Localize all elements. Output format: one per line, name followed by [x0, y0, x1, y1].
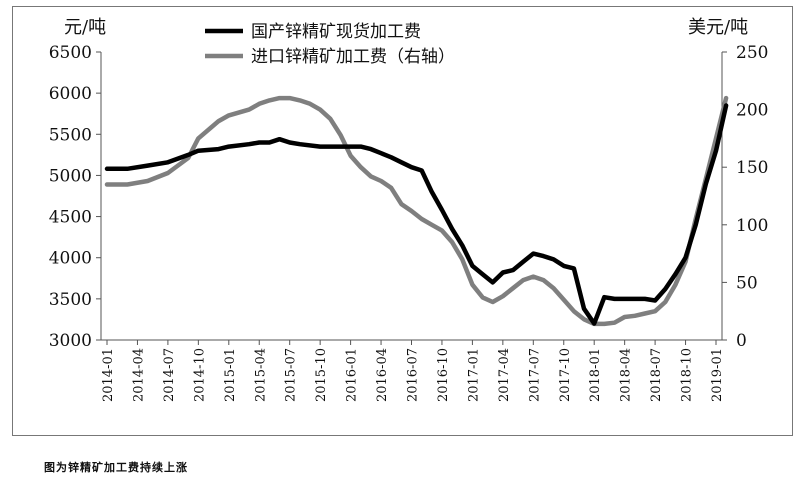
left-axis-tick-label: 5000 — [49, 166, 92, 186]
series-line-domestic — [104, 103, 729, 326]
x-axis-tick-label: 2014-10 — [192, 348, 207, 402]
x-axis-tick-label: 2015-10 — [314, 348, 329, 402]
axes-group: 3000 3500 4000 4500 5000 5500 6000 6500 0 50 100 15… — [49, 43, 769, 402]
x-axis-tick-label: 2015-07 — [284, 348, 299, 402]
x-axis-tick-label: 2017-01 — [466, 348, 481, 402]
figure-caption: 图为锌精矿加工费持续上涨 — [44, 461, 188, 474]
x-axis-tick-label: 2018-07 — [649, 348, 664, 402]
x-axis-tick-label: 2017-04 — [497, 348, 512, 402]
left-axis-tick-label: 5500 — [49, 125, 92, 145]
left-axis-tick-label: 6500 — [49, 43, 92, 63]
legend-label-domestic: 国产锌精矿现货加工费 — [251, 22, 421, 42]
left-axis-tick-label: 6000 — [49, 84, 92, 104]
x-axis-tick-label: 2019-01 — [710, 348, 725, 402]
right-axis-tick-label: 100 — [736, 216, 768, 236]
left-axis-tick-label: 3000 — [49, 331, 92, 351]
chart-frame — [12, 6, 793, 436]
legend-label-import: 进口锌精矿加工费（右轴） — [251, 47, 455, 67]
x-axis-tick-label: 2017-10 — [558, 348, 573, 402]
right-axis-tick-label: 0 — [736, 331, 747, 351]
right-axis-tick-label: 150 — [736, 158, 768, 178]
right-axis-tick-label: 250 — [736, 43, 768, 63]
x-axis-tick-label: 2016-10 — [436, 348, 451, 402]
x-axis-tick-label: 2014-01 — [101, 348, 116, 402]
left-axis-unit-label: 元/吨 — [64, 17, 106, 38]
series-line-import — [104, 95, 729, 327]
x-axis-tick-label: 2017-07 — [527, 348, 542, 402]
x-axis-tick-label: 2015-04 — [253, 348, 268, 402]
right-axis-tick-label: 200 — [736, 101, 768, 121]
series-group — [104, 95, 729, 327]
left-axis-tick-label: 4500 — [49, 208, 92, 228]
x-axis-tick-label: 2018-01 — [588, 348, 603, 402]
x-axis-tick-label: 2016-01 — [345, 348, 360, 402]
x-axis-tick-label: 2018-10 — [680, 348, 695, 402]
left-axis-tick-label: 3500 — [49, 290, 92, 310]
x-axis-tick-label: 2014-04 — [131, 348, 146, 402]
x-axis-tick-label: 2016-04 — [375, 348, 390, 402]
right-axis-unit-label: 美元/吨 — [688, 17, 748, 38]
right-axis-tick-label: 50 — [736, 273, 758, 293]
x-axis-tick-label: 2018-04 — [619, 348, 634, 402]
x-axis-tick-label: 2016-07 — [406, 348, 421, 402]
x-axis-tick-label: 2014-07 — [162, 348, 177, 402]
x-axis-tick-label: 2015-01 — [223, 348, 238, 402]
legend: 国产锌精矿现货加工费 进口锌精矿加工费（右轴） — [205, 22, 455, 67]
left-axis-tick-label: 4000 — [49, 249, 92, 269]
